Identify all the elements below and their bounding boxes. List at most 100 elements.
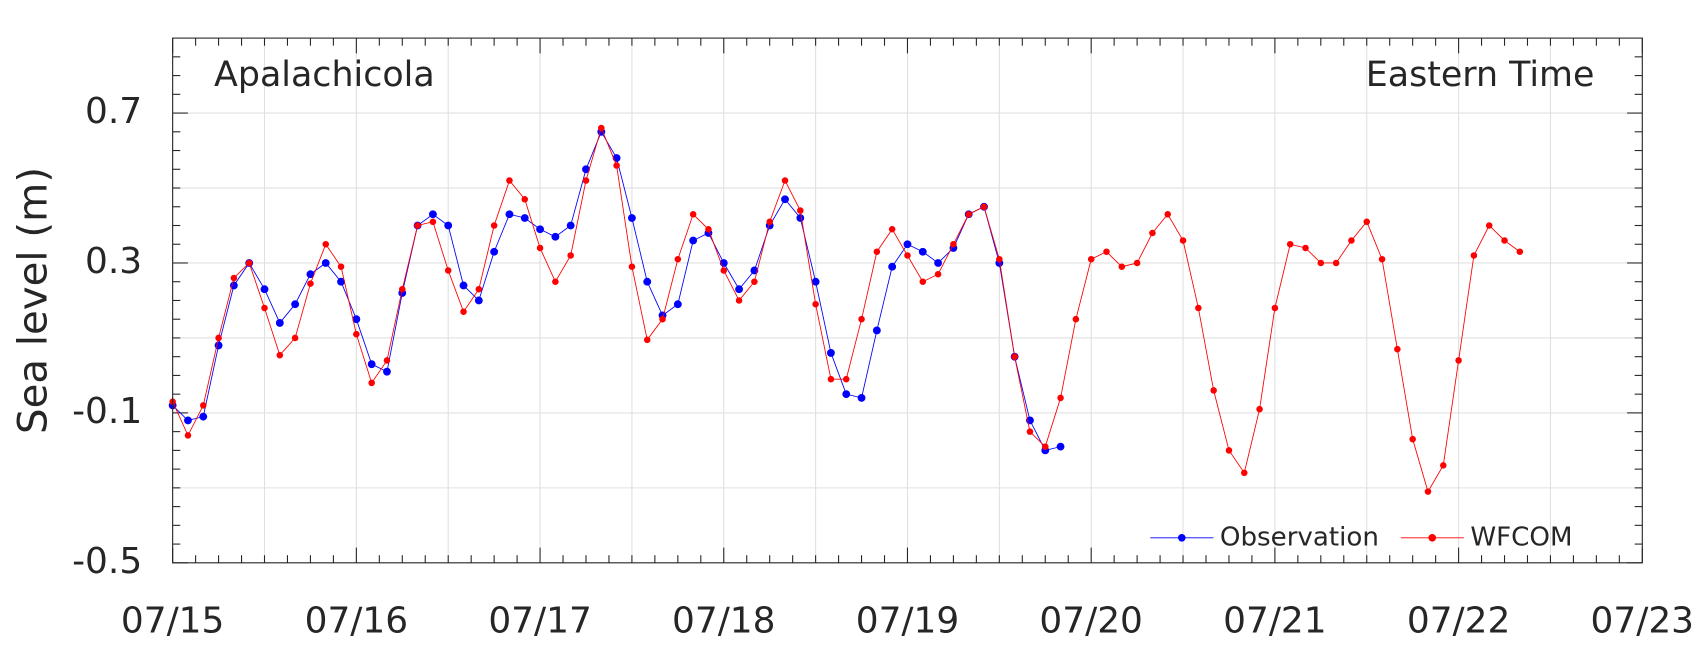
plot-area — [168, 124, 1524, 495]
data-point — [598, 124, 605, 132]
x-tick-label: 07/21 — [1223, 601, 1326, 642]
data-point — [582, 165, 590, 174]
data-point — [337, 263, 345, 270]
data-point — [842, 390, 851, 399]
data-point — [261, 304, 268, 312]
data-point — [1056, 442, 1065, 451]
data-point — [368, 379, 375, 387]
data-point — [229, 281, 238, 290]
data-point — [505, 210, 514, 219]
data-point — [199, 412, 208, 421]
data-point — [275, 319, 284, 327]
data-point — [367, 360, 376, 369]
y-tick-label: 0.7 — [85, 91, 142, 132]
data-point — [1271, 304, 1279, 312]
data-point — [766, 218, 773, 226]
data-point — [230, 274, 238, 282]
y-tick-label: -0.5 — [72, 541, 142, 582]
x-tick-label: 07/22 — [1407, 601, 1510, 642]
data-point — [751, 278, 758, 285]
data-point — [918, 247, 927, 256]
data-point — [444, 267, 452, 274]
legend: Observation WFCOM — [1150, 522, 1573, 552]
data-point — [1164, 210, 1171, 218]
data-point — [429, 218, 437, 226]
data-point — [1363, 218, 1371, 226]
data-point — [689, 236, 698, 245]
data-point — [965, 210, 972, 218]
data-point — [950, 240, 957, 248]
data-point — [659, 315, 666, 323]
data-point — [857, 393, 866, 402]
data-point — [521, 195, 529, 203]
data-point — [673, 300, 682, 309]
data-point — [566, 221, 575, 230]
data-point — [1041, 443, 1049, 450]
data-point — [352, 315, 361, 324]
data-point — [245, 259, 253, 267]
y-axis-label: Sea level (m) — [10, 167, 56, 434]
data-point — [291, 334, 299, 342]
timezone-label: Eastern Time — [1366, 55, 1595, 95]
data-point — [689, 210, 697, 218]
data-point — [996, 255, 1003, 263]
data-point — [490, 222, 498, 229]
data-point — [827, 375, 835, 383]
data-point — [934, 259, 943, 267]
data-point — [1241, 469, 1248, 477]
data-point — [720, 267, 728, 274]
data-point — [872, 326, 881, 335]
data-point — [490, 247, 499, 256]
data-point — [399, 285, 406, 293]
data-point — [628, 263, 636, 270]
data-point — [1286, 240, 1294, 248]
x-tick-label: 07/16 — [305, 601, 408, 642]
data-point — [797, 207, 804, 214]
data-point — [567, 252, 574, 259]
x-tick-label: 07/18 — [672, 601, 775, 642]
legend-marker — [1428, 533, 1437, 542]
data-point — [184, 432, 192, 439]
data-point — [735, 297, 743, 304]
data-point — [307, 280, 314, 287]
data-point — [1424, 488, 1432, 495]
data-point — [1455, 357, 1462, 364]
data-point — [613, 162, 620, 169]
data-point — [536, 244, 544, 252]
legend-label: Observation — [1220, 522, 1379, 552]
data-point — [582, 177, 590, 184]
y-tick-label: -0.1 — [72, 391, 142, 432]
data-point — [858, 315, 865, 323]
data-point — [827, 349, 835, 357]
data-point — [1378, 255, 1386, 263]
x-tick-label: 07/20 — [1039, 601, 1142, 642]
data-point — [781, 195, 789, 204]
data-point — [811, 277, 820, 286]
data-point — [735, 285, 743, 294]
axes-box — [172, 37, 1643, 564]
data-point — [1195, 304, 1202, 312]
data-point — [1485, 222, 1493, 229]
legend-label: WFCOM — [1470, 522, 1572, 552]
data-point — [674, 255, 682, 263]
data-point — [842, 375, 850, 383]
data-point — [1394, 345, 1401, 353]
data-point — [475, 285, 483, 293]
data-point — [506, 177, 513, 184]
data-point — [919, 278, 927, 285]
data-point — [414, 222, 421, 229]
data-point — [705, 225, 712, 233]
data-point — [337, 277, 345, 286]
data-point — [1225, 447, 1233, 454]
data-point — [428, 210, 437, 219]
data-point — [796, 214, 805, 222]
data-point — [1179, 237, 1187, 244]
data-point — [1348, 237, 1355, 244]
data-point — [627, 214, 636, 222]
data-point — [321, 259, 330, 267]
data-point — [459, 281, 468, 290]
data-point — [536, 225, 544, 234]
x-tick-label: 07/17 — [488, 601, 591, 642]
data-point — [1149, 229, 1156, 237]
